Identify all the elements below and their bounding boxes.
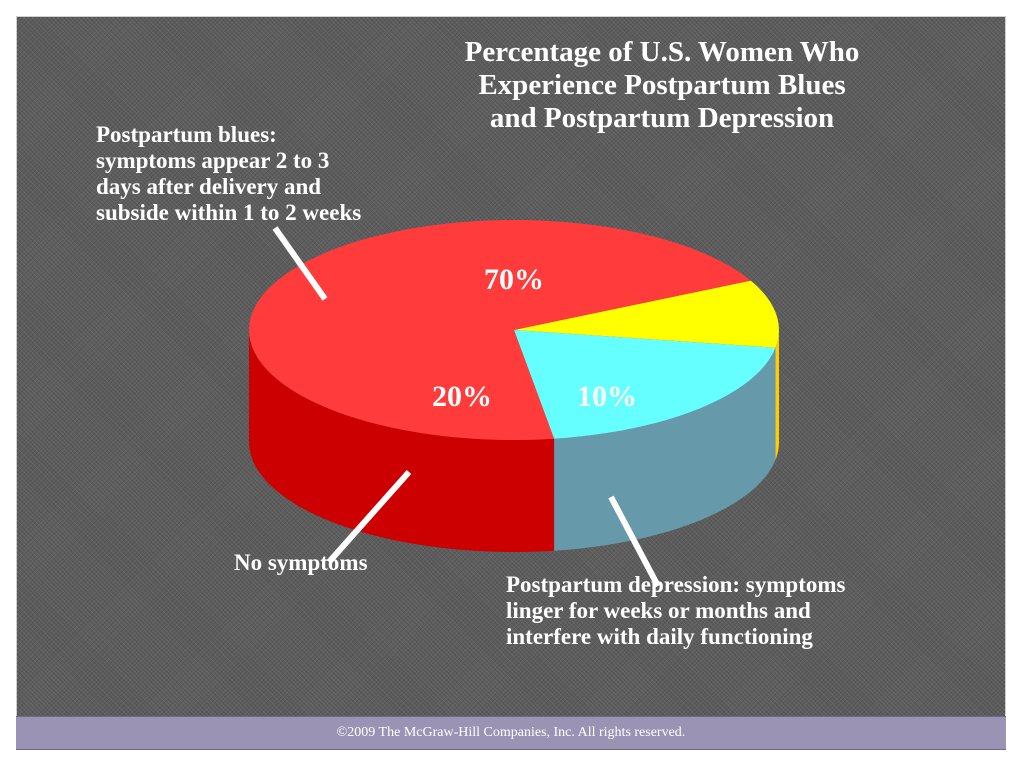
- slide: 70% 20% 10% Postpartum blues: symptoms appe…: [16, 16, 1006, 716]
- pie-slice-blues: [249, 220, 751, 440]
- annotation-line: Postpartum depression: symptoms: [506, 572, 846, 597]
- chart-title: Percentage of U.S. Women Who Experience P…: [465, 36, 860, 134]
- copyright-text: ©2009 The McGraw-Hill Companies, Inc. Al…: [336, 725, 686, 740]
- chart-title-line: Experience Postpartum Blues: [478, 69, 845, 101]
- pie-chart: 70% 20% 10% Postpartum blues: symptoms appe…: [96, 36, 860, 649]
- annotation-line: subside within 1 to 2 weeks: [96, 200, 361, 225]
- leader-line-depression: [608, 495, 661, 588]
- annotation-line: linger for weeks or months and: [506, 598, 811, 623]
- annotation-line: No symptoms: [234, 550, 368, 575]
- annotation-none: No symptoms: [234, 550, 368, 575]
- annotation-line: Postpartum blues:: [96, 122, 277, 147]
- slice-label-depression: 10%: [577, 380, 637, 413]
- chart-title-line: and Postpartum Depression: [490, 102, 834, 134]
- annotation-line: symptoms appear 2 to 3: [96, 148, 329, 173]
- pie-slice-depression: [514, 280, 779, 348]
- pie-side-depression: [775, 330, 779, 460]
- pie-labels: 70% 20% 10%: [432, 263, 637, 413]
- annotation-line: days after delivery and: [96, 174, 321, 199]
- pie-tops: [249, 220, 779, 440]
- leader-line-blues: [272, 226, 328, 301]
- annotation-line: interfere with daily functioning: [506, 624, 813, 649]
- slice-label-blues: 70%: [484, 263, 544, 296]
- pie-side-blues: [249, 330, 555, 552]
- chart-title-line: Percentage of U.S. Women Who: [465, 36, 860, 68]
- slice-label-none: 20%: [432, 380, 492, 413]
- leader-line-none: [326, 470, 412, 564]
- leader-lines: [272, 226, 661, 588]
- annotation-depression: Postpartum depression: symptoms linger fo…: [506, 572, 846, 649]
- pie-slice-none: [514, 330, 776, 439]
- footer-bar: ©2009 The McGraw-Hill Companies, Inc. Al…: [16, 716, 1006, 750]
